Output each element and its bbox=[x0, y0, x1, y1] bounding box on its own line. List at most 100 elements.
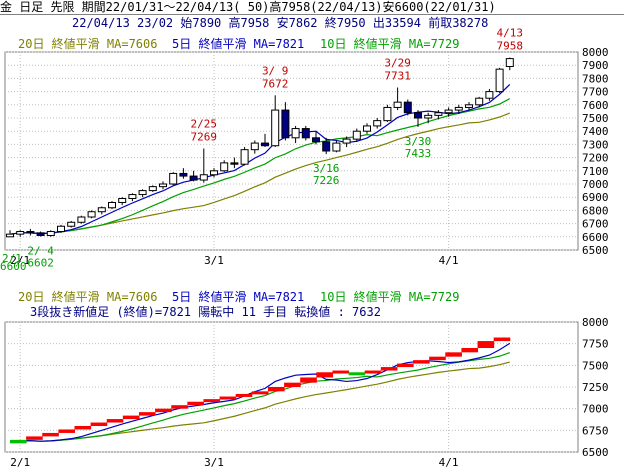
annotation-low-value: 7226 bbox=[313, 174, 340, 187]
annotation-high-date: 3/ 9 bbox=[262, 64, 289, 77]
candle-down bbox=[403, 101, 412, 114]
candle-up bbox=[495, 68, 504, 93]
legend2-ma5: 5日 終値平滑 MA=7821 bbox=[172, 290, 305, 304]
brick-up bbox=[26, 436, 43, 440]
candle-up bbox=[393, 101, 402, 108]
brick-up bbox=[171, 405, 188, 409]
annotation-high-value: 7672 bbox=[262, 77, 289, 90]
candle-up bbox=[363, 125, 371, 132]
candle-up bbox=[210, 170, 218, 176]
candle-up bbox=[291, 128, 300, 139]
candle-up bbox=[505, 58, 514, 68]
candle-down bbox=[301, 128, 310, 139]
brick-up bbox=[477, 341, 495, 348]
brick-up bbox=[396, 363, 414, 368]
panel2-ytick-label: 6750 bbox=[582, 424, 609, 437]
candle-up bbox=[332, 142, 341, 152]
panel2-xtick-label: 3/1 bbox=[204, 456, 224, 469]
brick-up bbox=[106, 419, 124, 423]
legend2-ma10: 10日 終値平滑 MA=7729 bbox=[320, 290, 460, 304]
candle-down bbox=[189, 175, 198, 181]
annotation-low-date: 3/16 bbox=[313, 162, 340, 175]
candle-up bbox=[220, 162, 229, 172]
header-ohlc-line: 22/04/13 23/02 始7890 高7958 安7862 終7950 出… bbox=[72, 16, 489, 30]
candle-up bbox=[485, 91, 494, 99]
brick-up bbox=[42, 432, 59, 437]
candle-up bbox=[424, 114, 433, 119]
candle-down bbox=[281, 109, 290, 139]
annotation-low-value: 6602 bbox=[27, 257, 54, 270]
panel1-xtick-label: 4/1 bbox=[439, 254, 459, 267]
brick-down bbox=[10, 439, 27, 444]
brick-up bbox=[267, 387, 285, 392]
annotation-high-date: 3/29 bbox=[384, 57, 411, 70]
brick-down bbox=[348, 372, 366, 376]
panel2-ytick-label: 7500 bbox=[582, 359, 609, 372]
ma20-line-panel2 bbox=[9, 361, 510, 443]
panel1-ytick-label: 7600 bbox=[582, 99, 609, 112]
brick-up bbox=[445, 352, 462, 357]
panel1-frame bbox=[4, 51, 579, 251]
candle-up bbox=[159, 183, 167, 188]
legend-ma20: 20日 終値平滑 MA=7606 bbox=[18, 37, 158, 51]
brick-up bbox=[155, 408, 172, 413]
candle-down bbox=[414, 112, 422, 119]
candle-up bbox=[383, 106, 392, 122]
annotation-low-date: 2/ 4 bbox=[27, 245, 54, 258]
candle-up bbox=[475, 97, 484, 106]
panel2-xtick-label: 2/1 bbox=[10, 456, 30, 469]
candle-up bbox=[16, 231, 25, 235]
edge-value-label: 6600 bbox=[0, 260, 27, 273]
candle-up bbox=[352, 130, 361, 140]
candle-up bbox=[250, 142, 259, 151]
panel1-ytick-label: 7700 bbox=[582, 86, 609, 99]
panel1-ytick-label: 6800 bbox=[582, 204, 609, 217]
annotation-high-date: 2/25 bbox=[191, 117, 218, 130]
panel1-ytick-label: 6900 bbox=[582, 191, 609, 204]
legend-ma5: 5日 終値平滑 MA=7821 bbox=[172, 37, 305, 51]
brick-up bbox=[316, 372, 333, 378]
candle-down bbox=[36, 232, 45, 236]
candle-up bbox=[138, 190, 147, 196]
brick-up bbox=[300, 377, 317, 383]
candle-up bbox=[128, 194, 137, 200]
brick-up bbox=[429, 356, 446, 361]
panel1-ytick-label: 7100 bbox=[582, 165, 609, 178]
brick-up bbox=[461, 348, 479, 353]
panel1-ytick-label: 6600 bbox=[582, 231, 609, 244]
panel2-ytick-label: 6500 bbox=[582, 446, 609, 459]
annotation-high-value: 7269 bbox=[191, 130, 218, 143]
brick-up bbox=[219, 396, 237, 400]
candle-down bbox=[179, 172, 188, 177]
panel2-ytick-label: 7250 bbox=[582, 381, 609, 394]
brick-up bbox=[413, 360, 430, 364]
candle-up bbox=[97, 207, 106, 213]
candle-up bbox=[118, 198, 127, 203]
candle-up bbox=[434, 112, 443, 116]
panel1-xtick-label: 3/1 bbox=[204, 254, 224, 267]
candle-up bbox=[169, 172, 178, 185]
candle-up bbox=[240, 149, 249, 165]
candle-up bbox=[77, 216, 86, 223]
legend-ma10: 10日 終値平滑 MA=7729 bbox=[320, 37, 460, 51]
panel1-ytick-label: 6500 bbox=[582, 244, 609, 257]
panel1-ytick-label: 7800 bbox=[582, 72, 609, 85]
candle-up bbox=[6, 233, 14, 238]
candle-up bbox=[271, 109, 280, 147]
brick-up bbox=[58, 429, 75, 433]
ma10-line-panel2 bbox=[9, 352, 510, 443]
candle-down bbox=[230, 162, 239, 165]
candle-up bbox=[444, 109, 453, 114]
brick-up bbox=[251, 391, 269, 395]
brick-up bbox=[493, 337, 511, 342]
ma5-line bbox=[9, 84, 511, 235]
candle-down bbox=[261, 142, 269, 147]
ma10-line bbox=[9, 98, 511, 235]
brick-up bbox=[122, 415, 140, 420]
panel1-ytick-label: 7200 bbox=[582, 152, 609, 165]
candle-up bbox=[46, 231, 55, 236]
legend2-ma20: 20日 終値平滑 MA=7606 bbox=[18, 290, 158, 304]
candle-up bbox=[199, 174, 208, 181]
brick-up bbox=[138, 412, 156, 416]
